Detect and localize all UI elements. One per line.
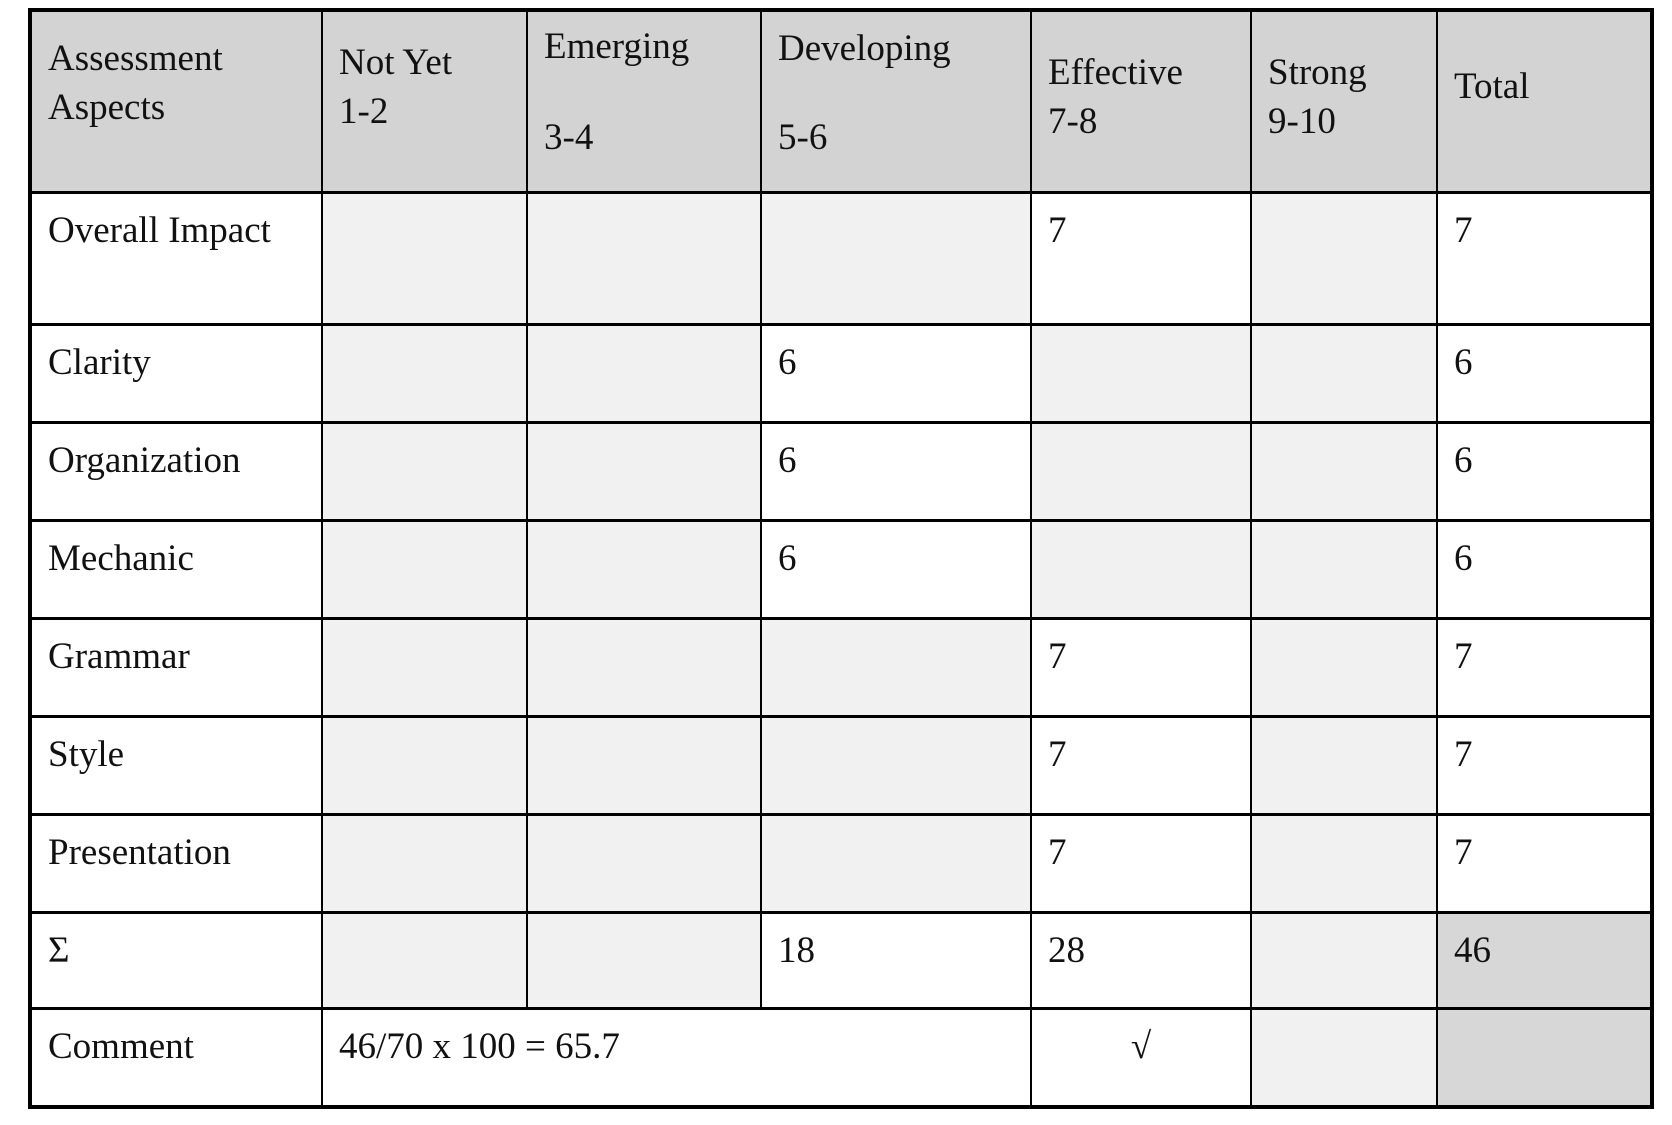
empty-cell bbox=[526, 812, 762, 914]
empty-cell bbox=[760, 616, 1032, 718]
empty-cell bbox=[1250, 616, 1438, 718]
empty-cell bbox=[321, 616, 528, 718]
score-cell: 6 bbox=[1436, 420, 1653, 522]
empty-cell bbox=[321, 910, 528, 1010]
score-cell: 28 bbox=[1030, 910, 1252, 1010]
table-row-clarity: Clarity 6 6 bbox=[29, 322, 1653, 424]
empty-cell bbox=[526, 420, 762, 522]
comment-formula-cell: 46/70 x 100 = 65.7 bbox=[321, 1006, 1032, 1109]
score-cell: 6 bbox=[760, 322, 1032, 424]
empty-cell bbox=[1030, 518, 1252, 620]
empty-cell bbox=[760, 190, 1032, 326]
column-label: Emerging bbox=[544, 26, 690, 67]
score-cell: 7 bbox=[1030, 190, 1252, 326]
empty-cell bbox=[1250, 714, 1438, 816]
aspect-cell: Mechanic bbox=[29, 518, 323, 620]
empty-cell bbox=[1250, 420, 1438, 522]
column-score-range: 9-10 bbox=[1268, 101, 1336, 142]
score-cell: 6 bbox=[760, 420, 1032, 522]
aspect-cell: Comment bbox=[29, 1006, 323, 1109]
column-score-range: 7-8 bbox=[1048, 101, 1098, 142]
column-header-total: Total bbox=[1436, 8, 1653, 194]
empty-cell bbox=[1250, 1006, 1438, 1109]
table-row-mechanic: Mechanic 6 6 bbox=[29, 518, 1653, 620]
empty-cell bbox=[1250, 910, 1438, 1010]
score-cell: 46 bbox=[1436, 910, 1653, 1010]
score-cell: 7 bbox=[1436, 812, 1653, 914]
score-cell: 7 bbox=[1436, 616, 1653, 718]
empty-cell bbox=[321, 714, 528, 816]
aspect-cell: Grammar bbox=[29, 616, 323, 718]
empty-cell bbox=[1250, 190, 1438, 326]
score-cell: 6 bbox=[1436, 322, 1653, 424]
table-row-style: Style 7 7 bbox=[29, 714, 1653, 816]
empty-cell bbox=[321, 518, 528, 620]
column-label: Developing bbox=[778, 28, 951, 69]
column-header-developing: Developing 5-6 bbox=[760, 8, 1032, 194]
empty-cell bbox=[760, 812, 1032, 914]
table-row-presentation: Presentation 7 7 bbox=[29, 812, 1653, 914]
column-header-effective: Effective 7-8 bbox=[1030, 8, 1252, 194]
empty-cell bbox=[1436, 1006, 1653, 1109]
empty-cell bbox=[526, 190, 762, 326]
score-cell: 7 bbox=[1436, 190, 1653, 326]
column-header-not-yet: Not Yet 1-2 bbox=[321, 8, 528, 194]
aspect-cell: Organization bbox=[29, 420, 323, 522]
column-header-strong: Strong 9-10 bbox=[1250, 8, 1438, 194]
column-label: Not Yet bbox=[339, 42, 453, 83]
empty-cell bbox=[1250, 518, 1438, 620]
empty-cell bbox=[526, 910, 762, 1010]
table-row-organization: Organization 6 6 bbox=[29, 420, 1653, 522]
score-cell: 6 bbox=[760, 518, 1032, 620]
empty-cell bbox=[526, 518, 762, 620]
column-score-range: 5-6 bbox=[778, 117, 828, 158]
empty-cell bbox=[321, 420, 528, 522]
aspect-cell: Clarity bbox=[29, 322, 323, 424]
empty-cell bbox=[321, 190, 528, 326]
column-label: Assessment Aspects bbox=[48, 38, 223, 128]
empty-cell bbox=[1030, 420, 1252, 522]
assessment-table: Assessment Aspects Not Yet 1-2 Emerging 3-4 D… bbox=[28, 8, 1654, 1109]
aspect-cell: Presentation bbox=[29, 812, 323, 914]
empty-cell bbox=[760, 714, 1032, 816]
column-header-assessment-aspects: Assessment Aspects bbox=[29, 8, 323, 194]
empty-cell bbox=[1030, 322, 1252, 424]
column-header-emerging: Emerging 3-4 bbox=[526, 8, 762, 194]
table-header: Assessment Aspects Not Yet 1-2 Emerging 3-4 D… bbox=[29, 8, 1653, 194]
empty-cell bbox=[526, 616, 762, 718]
score-cell: 7 bbox=[1030, 714, 1252, 816]
column-label: Effective bbox=[1048, 52, 1183, 93]
table-row-grammar: Grammar 7 7 bbox=[29, 616, 1653, 718]
table-row-comment: Comment 46/70 x 100 = 65.7 √ bbox=[29, 1006, 1653, 1109]
empty-cell bbox=[1250, 322, 1438, 424]
empty-cell bbox=[526, 714, 762, 816]
empty-cell bbox=[321, 322, 528, 424]
empty-cell bbox=[526, 322, 762, 424]
score-cell: 7 bbox=[1030, 812, 1252, 914]
aspect-cell: Overall Impact bbox=[29, 190, 323, 326]
column-score-range: 1-2 bbox=[339, 91, 389, 132]
column-label: Strong bbox=[1268, 52, 1367, 93]
aspect-cell: Style bbox=[29, 714, 323, 816]
check-cell: √ bbox=[1030, 1006, 1252, 1109]
column-label: Total bbox=[1454, 66, 1530, 107]
aspect-cell: Σ bbox=[29, 910, 323, 1010]
score-cell: 18 bbox=[760, 910, 1032, 1010]
column-score-range: 3-4 bbox=[544, 117, 594, 158]
table-row-cell: Σ 18 28 46 bbox=[29, 910, 1653, 1010]
empty-cell bbox=[321, 812, 528, 914]
table-row-overall-impact: Overall Impact 7 7 bbox=[29, 190, 1653, 326]
header-row: Assessment Aspects Not Yet 1-2 Emerging 3-4 D… bbox=[29, 8, 1653, 194]
empty-cell bbox=[1250, 812, 1438, 914]
score-cell: 7 bbox=[1030, 616, 1252, 718]
table-body: Overall Impact 7 7 Clarity 6 6 Organization 6 6 M… bbox=[29, 190, 1653, 1109]
score-cell: 7 bbox=[1436, 714, 1653, 816]
score-cell: 6 bbox=[1436, 518, 1653, 620]
